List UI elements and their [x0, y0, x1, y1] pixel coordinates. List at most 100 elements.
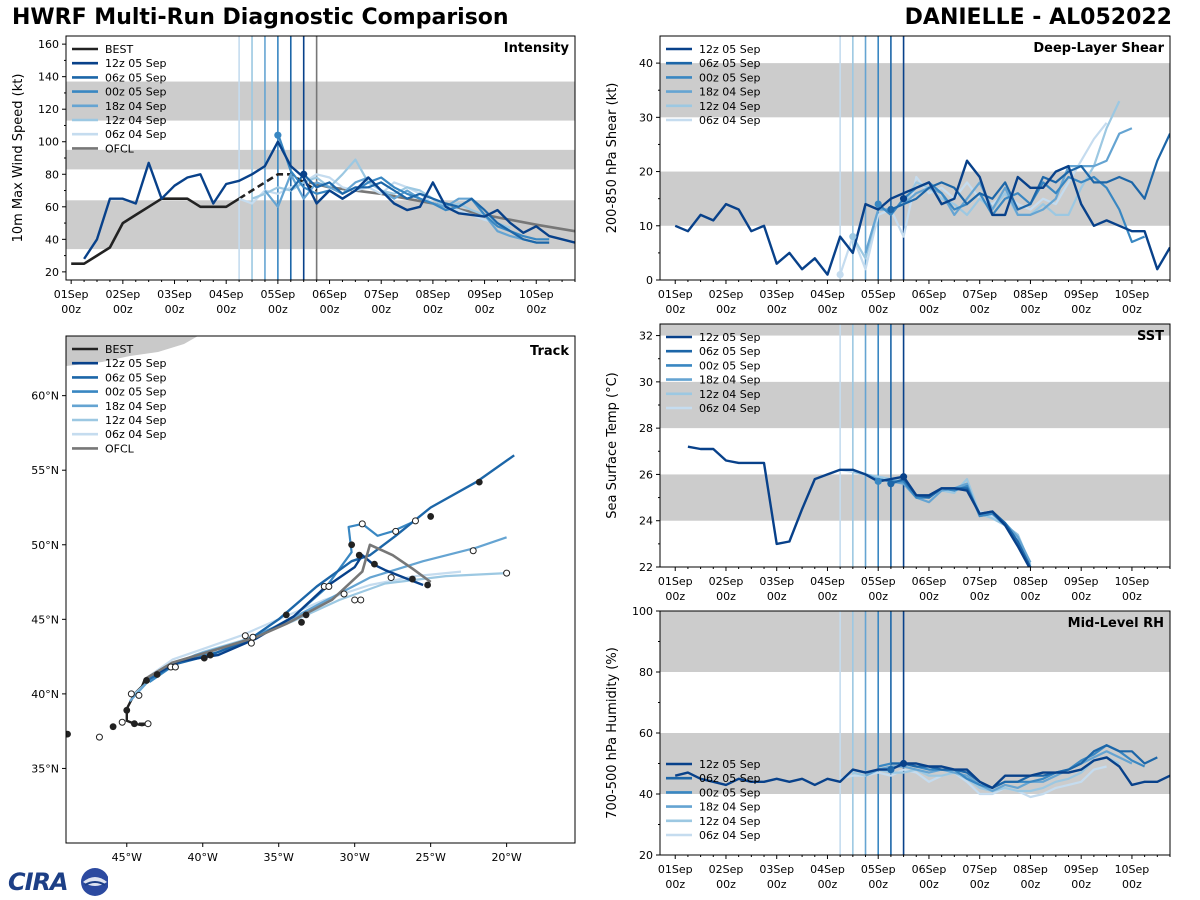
- x-tick-label: 06Sep: [912, 575, 947, 588]
- lat-tick-label: 55°N: [31, 464, 59, 477]
- track-line: [128, 536, 507, 703]
- legend-label: 06z 04 Sep: [105, 428, 167, 441]
- track-point-filled: [355, 551, 363, 559]
- legend-item: 12z 05 Sep: [666, 331, 761, 344]
- legend-item: 18z 04 Sep: [666, 374, 761, 387]
- legend-label: 18z 04 Sep: [699, 374, 761, 387]
- legend-label: 12z 04 Sep: [105, 414, 167, 427]
- track-point-open: [387, 574, 395, 582]
- track-point-filled: [206, 651, 214, 659]
- x-tick-label: 02Sep: [709, 288, 744, 301]
- x-tick-label: 05Sep: [261, 288, 296, 301]
- x-tick-label: 07Sep: [962, 575, 997, 588]
- legend-label: 00z 05 Sep: [105, 386, 167, 399]
- legend-item: 00z 05 Sep: [666, 71, 761, 84]
- x-tick-label: 00z: [665, 590, 685, 603]
- panel-title: Track: [530, 344, 569, 359]
- x-tick-label: 00z: [767, 303, 787, 316]
- x-tick-label: 00z: [320, 303, 340, 316]
- track-point-open: [357, 596, 365, 604]
- x-tick-label: 06Sep: [912, 288, 947, 301]
- legend-item: 12z 04 Sep: [666, 388, 761, 401]
- x-tick-label: 00z: [919, 878, 939, 891]
- x-tick-label: 00z: [371, 303, 391, 316]
- series-line: [839, 765, 1107, 799]
- x-tick-label: 00z: [818, 590, 838, 603]
- legend-label: 06z 04 Sep: [105, 128, 167, 141]
- track-point-open: [241, 632, 249, 640]
- y-tick-label: 60: [45, 201, 59, 214]
- legend-item: 06z 05 Sep: [72, 71, 167, 84]
- x-tick-label: 06Sep: [912, 863, 947, 876]
- x-tick-label: 00z: [1021, 303, 1041, 316]
- x-tick-label: 04Sep: [810, 575, 845, 588]
- x-tick-label: 00z: [1122, 303, 1142, 316]
- y-tick-label: 26: [639, 468, 653, 481]
- legend-label: 18z 04 Sep: [105, 100, 167, 113]
- x-tick-label: 05Sep: [861, 863, 896, 876]
- track-point-filled: [409, 575, 416, 583]
- init-marker: [874, 200, 882, 208]
- legend-label: 06z 05 Sep: [699, 345, 761, 358]
- track-panel: 35°N 40°N 45°N 50°N 55°N 60°N 45°W 40°W 35°W 30°W…: [31, 335, 576, 864]
- x-tick-label: 08Sep: [1013, 575, 1048, 588]
- x-tick-label: 00z: [767, 590, 787, 603]
- x-tick-label: 00z: [475, 303, 495, 316]
- legend-item: 06z 04 Sep: [666, 402, 761, 415]
- panel-title: SST: [1137, 329, 1164, 344]
- legend-item: 12z 04 Sep: [666, 815, 761, 828]
- legend-item: 18z 04 Sep: [666, 801, 761, 814]
- x-tick-label: 03Sep: [759, 288, 794, 301]
- x-tick-label: 00z: [1071, 878, 1091, 891]
- x-tick-label: 08Sep: [1013, 863, 1048, 876]
- x-tick-label: 00z: [423, 303, 443, 316]
- x-tick-label: 00z: [165, 303, 185, 316]
- lat-tick-label: 45°N: [31, 613, 59, 626]
- track-point-filled: [298, 618, 305, 626]
- x-tick-label: 07Sep: [962, 863, 997, 876]
- x-tick-label: 00z: [665, 878, 685, 891]
- track-point-filled: [109, 723, 117, 731]
- y-tick-label: 80: [45, 168, 59, 181]
- series-line: [864, 127, 1133, 254]
- legend-item: 18z 04 Sep: [72, 100, 167, 113]
- legend-item: 06z 05 Sep: [666, 57, 761, 70]
- x-tick-label: 00z: [268, 303, 288, 316]
- series-line: [674, 159, 1170, 276]
- shaded-band: [660, 381, 1170, 429]
- legend-item: 12z 05 Sep: [666, 43, 761, 56]
- x-tick-label: 00z: [113, 303, 133, 316]
- legend-item: 00z 05 Sep: [72, 386, 167, 399]
- x-tick-label: 02Sep: [709, 575, 744, 588]
- track-point-open: [135, 691, 143, 699]
- init-marker: [836, 270, 844, 279]
- x-tick-label: 00z: [716, 303, 736, 316]
- lon-tick-label: 40°W: [188, 851, 218, 864]
- figure-title: HWRF Multi-Run Diagnostic Comparison: [12, 5, 509, 30]
- y-tick-label: 100: [632, 605, 653, 618]
- x-tick-label: 07Sep: [364, 288, 399, 301]
- shaded-band: [660, 324, 1170, 336]
- x-tick-label: 00z: [526, 303, 546, 316]
- legend-label: 00z 05 Sep: [699, 786, 761, 799]
- land-greenland: [66, 336, 198, 366]
- shaded-band: [660, 611, 1170, 672]
- legend-item: 18z 04 Sep: [666, 86, 761, 99]
- x-tick-label: 02Sep: [709, 863, 744, 876]
- legend-label: 00z 05 Sep: [699, 71, 761, 84]
- legend-label: 18z 04 Sep: [699, 86, 761, 99]
- lon-tick-label: 45°W: [112, 851, 142, 864]
- track-line: [148, 454, 515, 681]
- x-tick-label: 00z: [919, 303, 939, 316]
- legend-label: 06z 05 Sep: [105, 371, 167, 384]
- legend-item: 06z 05 Sep: [72, 371, 167, 384]
- track-point-filled: [427, 513, 435, 520]
- legend-label: 12z 05 Sep: [699, 758, 761, 771]
- series-line: [890, 744, 1158, 790]
- legend-label: OFCL: [105, 442, 135, 455]
- x-tick-label: 00z: [716, 878, 736, 891]
- x-tick-label: 09Sep: [1064, 863, 1099, 876]
- x-tick-label: 10Sep: [1115, 863, 1150, 876]
- y-axis-label: Sea Surface Temp (°C): [605, 372, 620, 519]
